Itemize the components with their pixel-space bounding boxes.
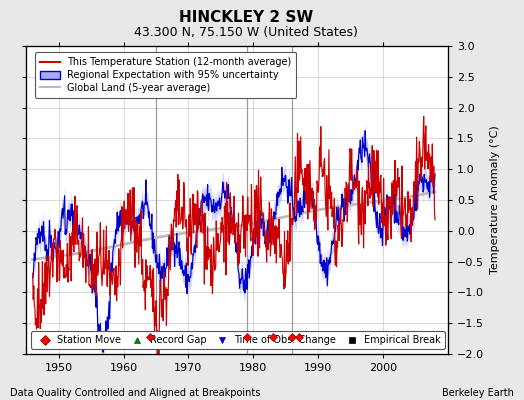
Text: Data Quality Controlled and Aligned at Breakpoints: Data Quality Controlled and Aligned at B… (10, 388, 261, 398)
Legend: Station Move, Record Gap, Time of Obs. Change, Empirical Break: Station Move, Record Gap, Time of Obs. C… (31, 331, 445, 349)
Y-axis label: Temperature Anomaly (°C): Temperature Anomaly (°C) (490, 126, 500, 274)
Text: 43.300 N, 75.150 W (United States): 43.300 N, 75.150 W (United States) (134, 26, 358, 39)
Text: HINCKLEY 2 SW: HINCKLEY 2 SW (179, 10, 313, 25)
Text: Berkeley Earth: Berkeley Earth (442, 388, 514, 398)
